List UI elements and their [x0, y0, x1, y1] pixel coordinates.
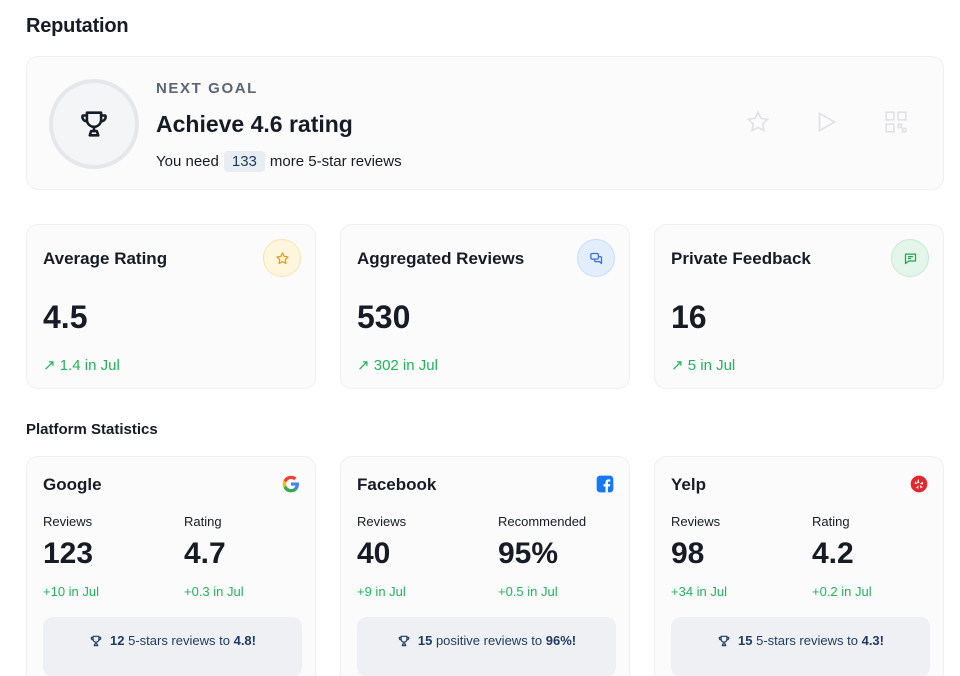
metric-label: Reviews — [671, 514, 721, 529]
metric-delta: +0.2 in Jul — [812, 584, 872, 599]
play-icon — [818, 111, 837, 133]
metric-label: Rating — [184, 514, 222, 529]
metric-value: 123 — [43, 537, 94, 570]
metric-label: Reviews — [43, 514, 93, 529]
stat-value: 16 — [671, 299, 707, 335]
metric-delta: +0.5 in Jul — [498, 584, 558, 599]
next-goal-card: NEXT GOAL Achieve 4.6 rating You need 13… — [26, 56, 944, 190]
message-icon — [891, 239, 929, 277]
platform-goal-banner: 15 positive reviews to 96%! — [357, 617, 616, 676]
metric-value: 95% — [498, 537, 559, 570]
platform-name: Facebook — [357, 475, 437, 494]
page-title: Reputation — [26, 15, 129, 37]
trophy-icon — [718, 635, 730, 647]
private-feedback-card: Private Feedback 16 ↗ 5 in Jul — [654, 224, 944, 389]
metric-label: Recommended — [498, 514, 587, 529]
foot-target: 4.8! — [233, 633, 256, 648]
star-icon — [263, 239, 301, 277]
stat-trend: ↗ 5 in Jul — [671, 357, 736, 374]
stat-value: 530 — [357, 299, 411, 335]
google-logo-icon — [282, 475, 299, 493]
metric-delta: +0.3 in Jul — [184, 584, 244, 599]
stat-trend: ↗ 1.4 in Jul — [43, 357, 120, 374]
stat-value: 4.5 — [43, 299, 88, 335]
trophy-icon — [81, 111, 107, 137]
metric-value: 4.2 — [812, 537, 854, 570]
goal-sub-prefix: You need — [156, 153, 219, 170]
section-title: Platform Statistics — [26, 421, 158, 438]
star-share-icon — [746, 110, 770, 133]
goal-title: Achieve 4.6 rating — [156, 111, 353, 137]
platform-goal-banner: 15 5-stars reviews to 4.3! — [671, 617, 930, 676]
foot-count: 15 — [738, 633, 753, 648]
goal-label: NEXT GOAL — [156, 80, 258, 97]
goal-sub-suffix: more 5-star reviews — [269, 153, 402, 170]
stat-trend: ↗ 302 in Jul — [357, 357, 438, 374]
foot-count: 15 — [417, 633, 433, 648]
foot-text: 5-stars reviews to — [756, 633, 858, 648]
trophy-icon — [398, 635, 410, 647]
metric-delta: +34 in Jul — [671, 584, 728, 599]
yelp-logo-icon — [910, 475, 928, 493]
foot-text: 5-stars reviews to — [128, 633, 230, 648]
stat-title: Average Rating — [43, 249, 168, 268]
average-rating-card: Average Rating 4.5 ↗ 1.4 in Jul — [26, 224, 316, 389]
yelp-platform-card: Yelp Reviews 98 +34 in Jul Rating 4.2 +0… — [654, 456, 944, 676]
foot-target: 96%! — [545, 633, 577, 648]
stat-title: Private Feedback — [671, 249, 811, 268]
goal-subtitle: You need 133 more 5-star reviews — [156, 151, 402, 172]
metric-value: 98 — [671, 537, 705, 570]
metric-value: 40 — [357, 537, 391, 570]
google-platform-card: Google Reviews 123 +10 in Jul Rating 4.7… — [26, 456, 316, 676]
goal-count-badge: 133 — [223, 151, 265, 172]
foot-target: 4.3! — [861, 633, 884, 648]
aggregated-reviews-card: Aggregated Reviews 530 ↗ 302 in Jul — [340, 224, 630, 389]
platform-goal-banner: 12 5-stars reviews to 4.8! — [43, 617, 302, 676]
metric-value: 4.7 — [184, 537, 226, 570]
foot-text: positive reviews to — [435, 633, 543, 648]
platform-name: Google — [43, 475, 102, 494]
chat-bubbles-icon — [577, 239, 615, 277]
metric-label: Rating — [812, 514, 850, 529]
qr-code-icon — [885, 111, 907, 133]
trophy-icon — [90, 635, 102, 647]
foot-count: 12 — [110, 633, 125, 648]
stat-title: Aggregated Reviews — [357, 249, 525, 268]
metric-delta: +10 in Jul — [43, 584, 100, 599]
trophy-badge — [49, 79, 139, 169]
facebook-logo-icon — [596, 475, 614, 493]
metric-delta: +9 in Jul — [357, 584, 406, 599]
platform-name: Yelp — [671, 475, 706, 494]
facebook-platform-card: Facebook Reviews 40 +9 in Jul Recommende… — [340, 456, 630, 676]
metric-label: Reviews — [357, 514, 407, 529]
